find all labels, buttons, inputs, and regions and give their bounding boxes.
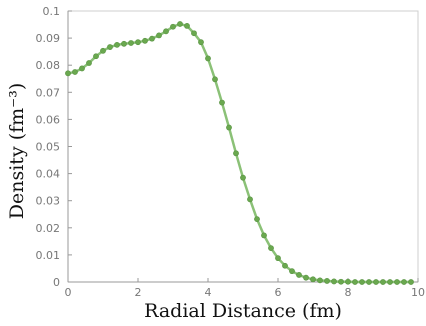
data-point [247,196,253,203]
data-point [156,32,162,39]
data-point [149,35,155,42]
x-tick-label: 0 [65,286,72,299]
data-point [79,65,85,72]
data-point [401,279,407,285]
data-point [226,124,232,131]
data-point [233,150,239,157]
data-point [261,232,267,239]
x-tick-label: 4 [205,286,212,299]
data-point [93,53,99,60]
plot-frame [67,10,419,283]
x-tick-label: 10 [411,286,425,299]
y-tick-label: 0.09 [36,32,61,45]
data-point [331,278,337,285]
data-point [310,276,316,283]
data-point [65,70,71,77]
data-point [114,41,120,48]
y-tick-label: 0.08 [36,59,61,72]
data-point [184,23,190,29]
data-point [366,279,372,285]
data-point [275,255,281,262]
x-axis-title: Radial Distance (fm) [144,300,342,321]
y-tick-label: 0.1 [43,5,61,18]
data-point [324,278,330,284]
data-point [338,278,344,285]
y-tick-label: 0.05 [36,141,61,154]
data-point [317,277,323,284]
data-point [170,23,176,30]
y-tick-label: 0.07 [36,86,61,99]
data-point [296,272,302,278]
data-point [135,39,141,46]
x-tick-label: 8 [345,286,352,299]
data-point [212,76,218,83]
data-point [380,279,386,285]
data-point [359,279,365,285]
data-point [352,279,358,285]
data-point [240,174,246,181]
data-point [373,279,379,285]
data-point [303,274,309,281]
density-line [67,22,411,284]
data-point [163,28,169,35]
data-point [408,279,414,285]
data-point [254,216,260,223]
x-tick-label: 2 [135,286,142,299]
axis-ticks: 0 2 4 6 8 10 0 0.01 0.02 0.03 0.04 0.05 0.06 0.07 0.08… [36,5,426,299]
y-tick-label: 0.04 [36,168,61,181]
data-point [219,99,225,106]
y-tick-label: 0 [53,276,60,289]
y-tick-label: 0.02 [36,222,61,235]
y-tick-label: 0.06 [36,113,61,126]
data-point [282,262,288,269]
data-point [191,30,197,37]
data-point [121,40,127,47]
y-tick-label: 0.03 [36,195,61,208]
data-point [289,268,295,275]
data-point [142,37,148,44]
data-point [100,47,106,54]
data-point [387,279,393,285]
y-tick-label: 0.01 [36,249,61,262]
data-point [86,60,92,66]
data-point [128,40,134,46]
data-point [72,69,78,75]
y-axis-title: Density (fm⁻³) [6,83,28,219]
data-point [198,39,204,46]
data-point [394,279,400,285]
data-point [177,21,183,27]
x-tick-label: 6 [275,286,282,299]
data-point [205,55,211,62]
plot-border [67,10,419,283]
data-point [268,245,274,252]
data-point [107,44,113,50]
data-point [345,278,351,285]
series-layer [65,21,414,285]
